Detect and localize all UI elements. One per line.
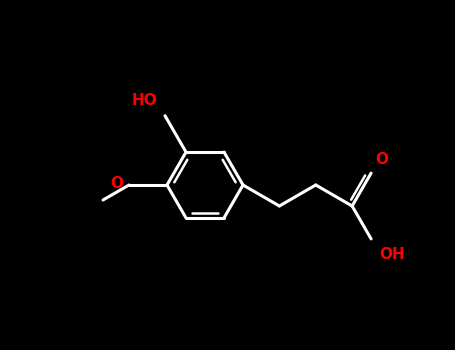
Text: O: O (110, 175, 123, 190)
Text: HO: HO (131, 93, 157, 108)
Text: OH: OH (379, 247, 405, 262)
Text: O: O (375, 152, 388, 167)
